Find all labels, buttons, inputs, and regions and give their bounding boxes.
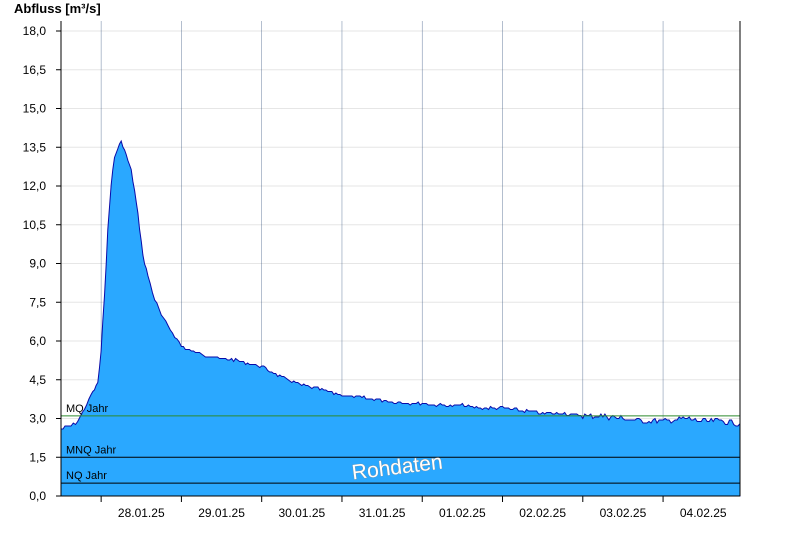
reference-lines: MQ Jahr MNQ Jahr NQ Jahr bbox=[61, 403, 740, 484]
y-tick-label: 7,5 bbox=[29, 295, 46, 309]
y-tick-label: 0,0 bbox=[29, 489, 46, 503]
y-tick-label: 13,5 bbox=[23, 140, 47, 154]
discharge-area bbox=[60, 139, 741, 497]
y-tick-label: 9,0 bbox=[29, 257, 46, 271]
x-tick-labels: 28.01.25 29.01.25 30.01.25 31.01.25 01.02.25… bbox=[118, 506, 727, 520]
x-tick-label: 28.01.25 bbox=[118, 506, 165, 520]
y-tick-label: 1,5 bbox=[29, 450, 46, 464]
reference-line-label: MQ Jahr bbox=[66, 403, 109, 415]
y-tick-label: 16,5 bbox=[23, 63, 47, 77]
y-tick-label: 12,0 bbox=[23, 179, 47, 193]
y-tick-label: 3,0 bbox=[29, 412, 46, 426]
axes bbox=[56, 21, 741, 502]
x-tick-label: 31.01.25 bbox=[359, 506, 406, 520]
y-tick-labels: 0,0 1,5 3,0 4,5 6,0 7,5 9,0 10,5 12,0 13,5 15,0 16,… bbox=[23, 24, 47, 503]
x-tick-label: 04.02.25 bbox=[680, 506, 727, 520]
reference-line-label: MNQ Jahr bbox=[66, 444, 116, 456]
y-axis-title: Abfluss [m³/s] bbox=[14, 1, 101, 16]
y-tick-label: 18,0 bbox=[23, 24, 47, 38]
y-tick-label: 6,0 bbox=[29, 334, 46, 348]
x-tick-label: 29.01.25 bbox=[198, 506, 245, 520]
y-tick-label: 10,5 bbox=[23, 218, 47, 232]
y-tick-label: 15,0 bbox=[23, 102, 47, 116]
reference-line-label: NQ Jahr bbox=[66, 470, 107, 482]
x-tick-label: 30.01.25 bbox=[278, 506, 325, 520]
x-tick-label: 02.02.25 bbox=[519, 506, 566, 520]
discharge-series-area bbox=[60, 139, 741, 497]
x-tick-label: 03.02.25 bbox=[600, 506, 647, 520]
x-tick-label: 01.02.25 bbox=[439, 506, 486, 520]
y-tick-label: 4,5 bbox=[29, 373, 46, 387]
